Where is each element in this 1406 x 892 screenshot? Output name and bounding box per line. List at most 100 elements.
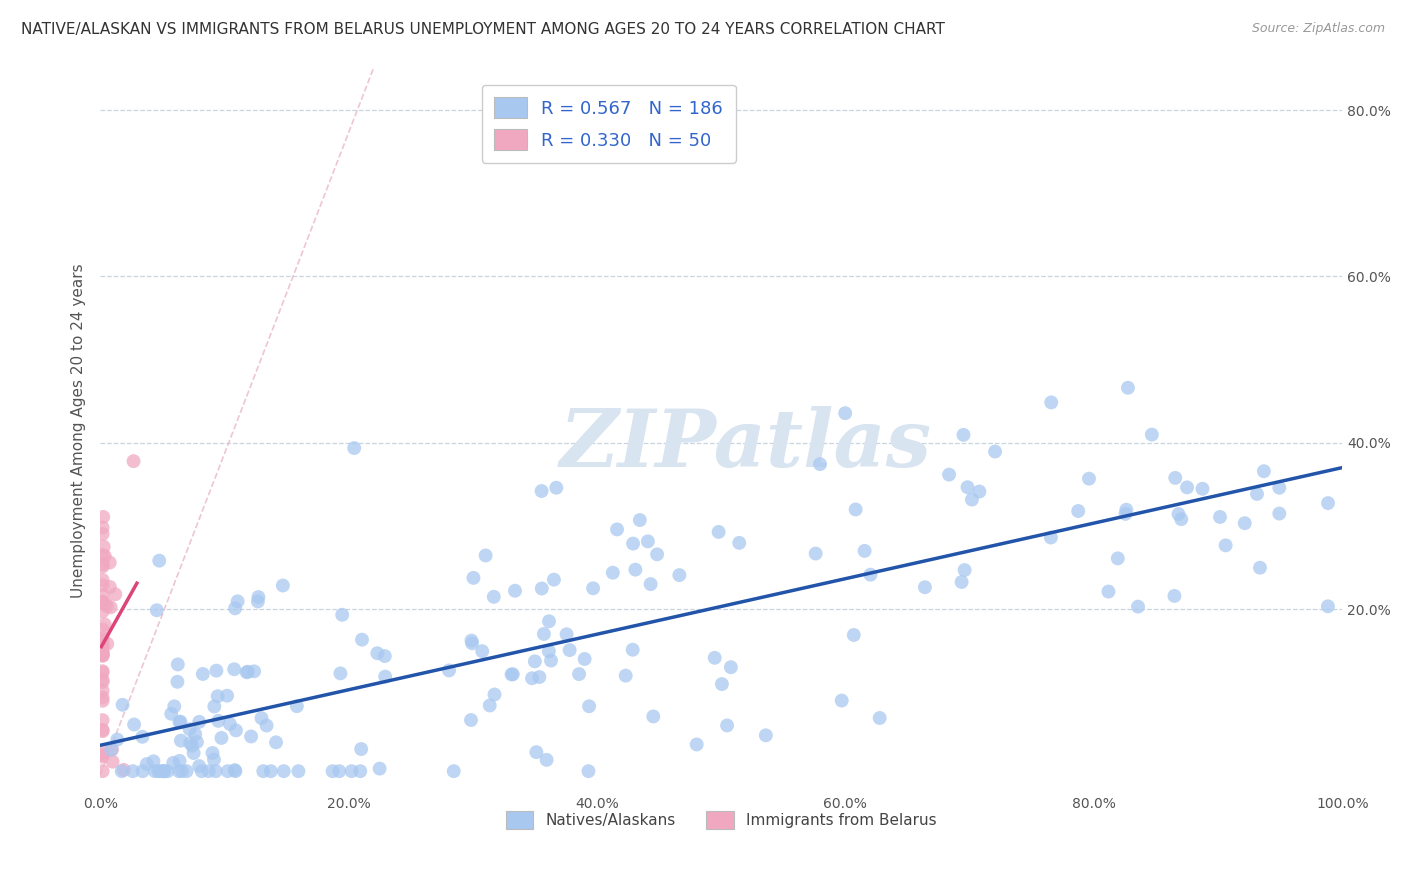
Point (91, 527, 114, 541)
Point (668, 568, 690, 582)
Point (176, 764, 198, 779)
Point (969, 484, 991, 499)
Point (523, 654, 546, 668)
Point (853, 544, 876, 558)
Point (350, 742, 373, 756)
Point (91, 605, 114, 619)
Point (621, 642, 644, 657)
Point (181, 739, 204, 753)
Point (101, 742, 124, 756)
Point (205, 664, 228, 678)
Point (91, 558, 114, 572)
Point (122, 454, 145, 468)
Point (558, 643, 581, 657)
Point (285, 699, 308, 714)
Point (98, 556, 121, 570)
Point (374, 648, 396, 663)
Point (374, 670, 396, 684)
Point (91, 510, 114, 524)
Point (524, 745, 547, 759)
Point (179, 736, 201, 750)
Point (1268, 481, 1291, 495)
Point (240, 730, 263, 744)
Point (460, 633, 482, 648)
Point (537, 614, 560, 628)
Point (606, 523, 628, 537)
Point (143, 764, 166, 779)
Point (96, 637, 118, 651)
Point (224, 763, 246, 777)
Point (247, 590, 270, 604)
Point (686, 738, 709, 752)
Point (91, 548, 114, 562)
Point (91, 639, 114, 653)
Point (91, 594, 114, 608)
Point (246, 594, 269, 608)
Point (162, 756, 184, 770)
Point (91, 596, 114, 610)
Point (804, 547, 827, 561)
Point (243, 665, 266, 679)
Point (471, 644, 494, 658)
Point (91, 631, 114, 645)
Point (131, 730, 153, 744)
Point (169, 715, 191, 730)
Point (122, 717, 145, 731)
Point (1078, 472, 1101, 486)
Point (91, 633, 114, 648)
Point (235, 665, 257, 680)
Point (111, 764, 134, 779)
Text: NATIVE/ALASKAN VS IMMIGRANTS FROM BELARUS UNEMPLOYMENT AMONG AGES 20 TO 24 YEARS: NATIVE/ALASKAN VS IMMIGRANTS FROM BELARU… (21, 22, 945, 37)
Point (1170, 512, 1192, 526)
Point (91, 578, 114, 592)
Point (91, 746, 114, 760)
Point (530, 483, 553, 498)
Point (1175, 480, 1198, 494)
Point (226, 594, 249, 608)
Point (236, 665, 259, 679)
Point (533, 627, 555, 641)
Point (546, 481, 568, 495)
Point (1209, 510, 1232, 524)
Point (808, 457, 831, 471)
Point (250, 711, 273, 725)
Point (104, 587, 127, 601)
Point (330, 607, 353, 622)
Point (91, 764, 114, 779)
Point (443, 764, 465, 779)
Point (1317, 496, 1340, 510)
Point (755, 728, 778, 742)
Point (166, 674, 188, 689)
Point (537, 644, 560, 658)
Point (91, 665, 114, 680)
Point (188, 714, 211, 729)
Point (256, 718, 278, 732)
Point (100, 600, 122, 615)
Point (502, 667, 524, 681)
Point (628, 513, 651, 527)
Text: Source: ZipAtlas.com: Source: ZipAtlas.com (1251, 22, 1385, 36)
Point (91, 747, 114, 762)
Point (209, 731, 232, 745)
Point (578, 699, 600, 714)
Point (202, 753, 225, 767)
Point (273, 764, 295, 779)
Point (1115, 502, 1137, 516)
Point (94, 597, 117, 611)
Point (530, 582, 553, 596)
Point (225, 723, 247, 738)
Point (190, 764, 212, 779)
Point (1316, 599, 1339, 614)
Point (716, 718, 738, 732)
Point (503, 583, 526, 598)
Point (437, 664, 460, 678)
Point (1249, 560, 1271, 574)
Point (529, 670, 551, 684)
Point (101, 755, 124, 769)
Point (602, 566, 624, 580)
Point (624, 563, 647, 577)
Point (183, 746, 205, 760)
Point (831, 693, 853, 707)
Point (186, 735, 208, 749)
Point (478, 698, 501, 713)
